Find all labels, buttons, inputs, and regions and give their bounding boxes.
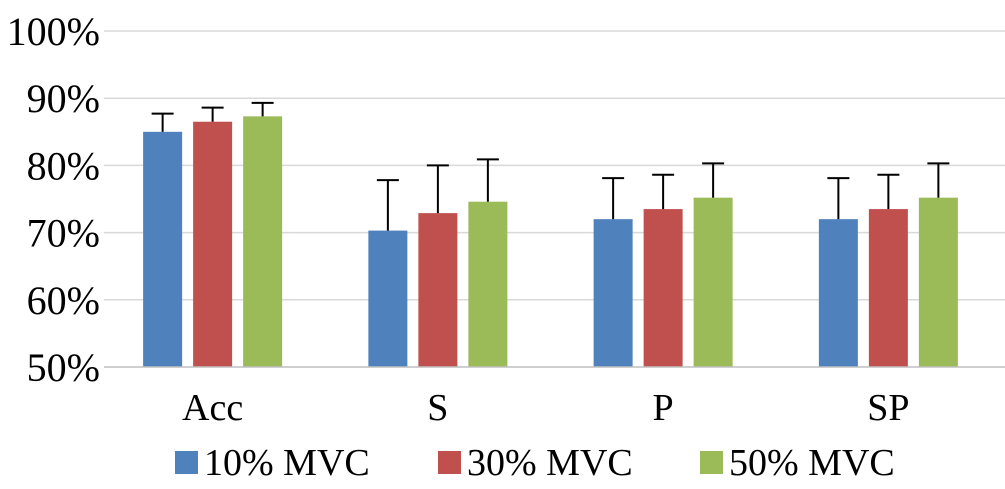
bar: [418, 213, 458, 367]
bar: [143, 131, 183, 367]
bar: [693, 197, 733, 367]
error-bar: [602, 177, 625, 220]
legend-swatch: [700, 451, 723, 474]
x-category-label: Acc: [182, 387, 243, 429]
error-bar: [877, 173, 900, 210]
bar: [918, 197, 958, 367]
legend-label: 50% MVC: [729, 442, 895, 484]
y-tick-label: 100%: [7, 9, 100, 54]
error-bar: [702, 162, 725, 198]
bar: [593, 219, 633, 367]
bar: [818, 219, 858, 367]
error-bar: [476, 158, 499, 202]
bar: [468, 201, 508, 367]
bar: [243, 116, 283, 368]
error-bar: [251, 101, 274, 117]
error-bar: [652, 173, 675, 210]
error-bar: [927, 162, 950, 198]
bars: [143, 116, 958, 368]
x-axis-category-labels: Acc S P SP: [182, 387, 909, 429]
x-category-label: S: [427, 387, 448, 429]
y-tick-label: 50%: [27, 345, 100, 390]
legend-label: 30% MVC: [467, 442, 633, 484]
y-tick-label: 80%: [27, 143, 100, 188]
legend-label: 10% MVC: [204, 442, 370, 484]
legend: 10% MVC 30% MVC 50% MVC: [175, 442, 895, 484]
error-bar: [376, 179, 399, 231]
error-bar: [827, 177, 850, 220]
bar: [643, 209, 683, 367]
y-axis-tick-labels: 50% 60% 70% 80% 90% 100%: [7, 9, 100, 390]
error-bar: [426, 164, 449, 214]
legend-swatch: [175, 451, 198, 474]
bar: [193, 121, 233, 367]
x-category-label: SP: [867, 387, 909, 429]
bar: [868, 209, 908, 367]
bar: [368, 230, 408, 367]
error-bar: [151, 112, 174, 132]
legend-item: 30% MVC: [438, 442, 633, 484]
legend-item: 50% MVC: [700, 442, 895, 484]
x-category-label: P: [653, 387, 674, 429]
error-bar: [201, 106, 224, 122]
legend-swatch: [438, 451, 461, 474]
legend-item: 10% MVC: [175, 442, 370, 484]
y-tick-label: 90%: [27, 76, 100, 121]
y-tick-label: 70%: [27, 211, 100, 256]
y-tick-label: 60%: [27, 278, 100, 323]
error-bars: [151, 101, 950, 231]
